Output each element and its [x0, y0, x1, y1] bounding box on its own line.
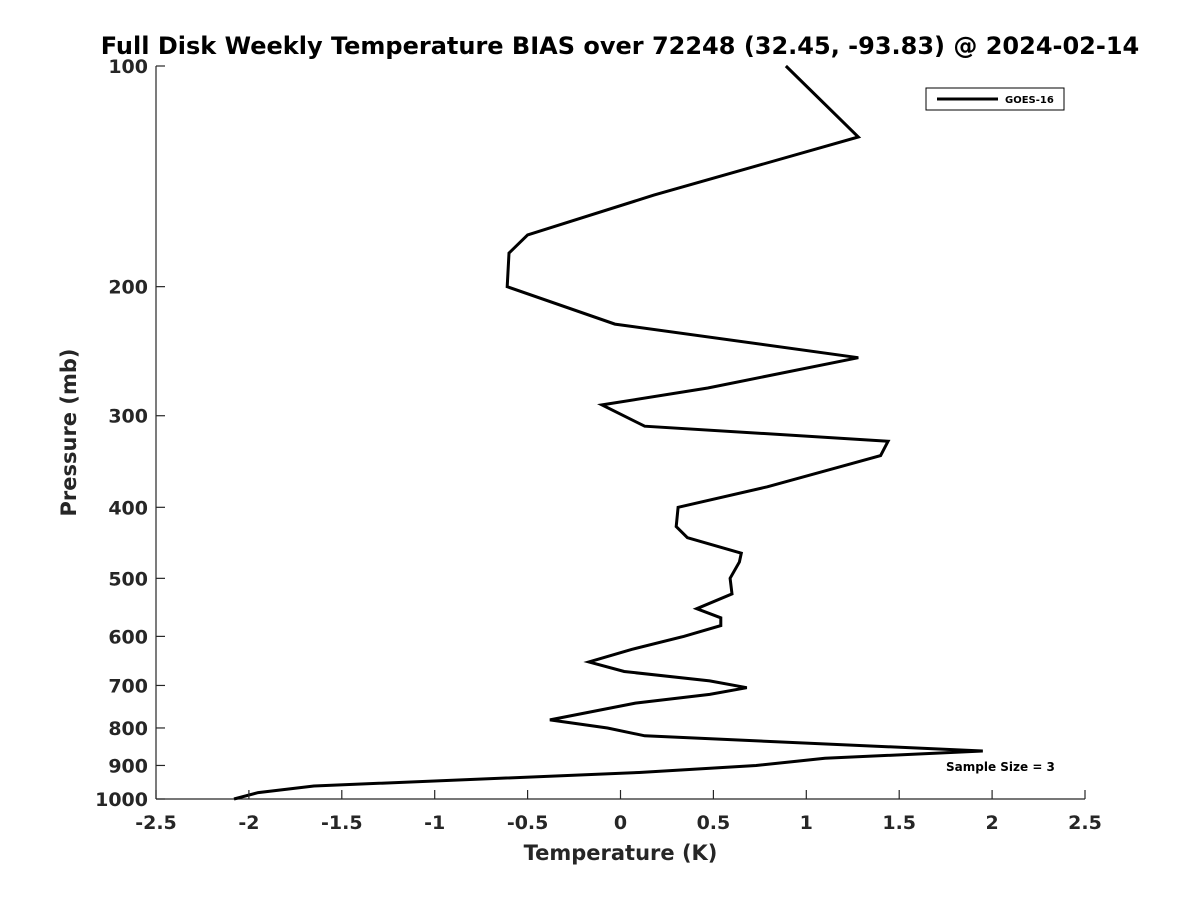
y-tick-label: 400 [108, 497, 148, 519]
y-tick-label: 500 [108, 568, 148, 590]
x-tick-label: -1 [424, 812, 445, 834]
y-tick-label: 700 [108, 675, 148, 697]
chart-title: Full Disk Weekly Temperature BIAS over 7… [101, 32, 1140, 60]
y-axis: 100 200 300 400 500 600 700 800 900 1000 [95, 56, 165, 811]
x-axis-label: Temperature (K) [524, 841, 718, 865]
x-axis: -2.5 -2 -1.5 -1 -0.5 0 0.5 1 1.5 2 2.5 [135, 790, 1102, 834]
x-tick-label: -2 [238, 812, 259, 834]
x-tick-label: -1.5 [321, 812, 363, 834]
y-tick-label: 200 [108, 277, 148, 299]
x-tick-label: 2.5 [1068, 812, 1102, 834]
plot-area [155, 64, 1085, 801]
x-tick-label: 2 [985, 812, 998, 834]
y-tick-label: 100 [108, 56, 148, 78]
legend-label: GOES-16 [1005, 95, 1054, 106]
sample-size-annotation: Sample Size = 3 [946, 760, 1055, 774]
x-tick-label: 1 [800, 812, 813, 834]
x-tick-label: -2.5 [135, 812, 177, 834]
y-tick-label: 1000 [95, 789, 148, 811]
y-tick-label: 600 [108, 626, 148, 648]
y-tick-label: 900 [108, 755, 148, 777]
x-tick-label: 0 [614, 812, 627, 834]
y-tick-label: 300 [108, 406, 148, 428]
x-tick-label: -0.5 [507, 812, 549, 834]
series-line-0 [233, 64, 983, 801]
y-axis-label: Pressure (mb) [57, 349, 81, 517]
x-tick-label: 1.5 [882, 812, 916, 834]
legend: GOES-16 [925, 87, 1065, 111]
x-tick-label: 0.5 [697, 812, 731, 834]
y-tick-label: 800 [108, 718, 148, 740]
